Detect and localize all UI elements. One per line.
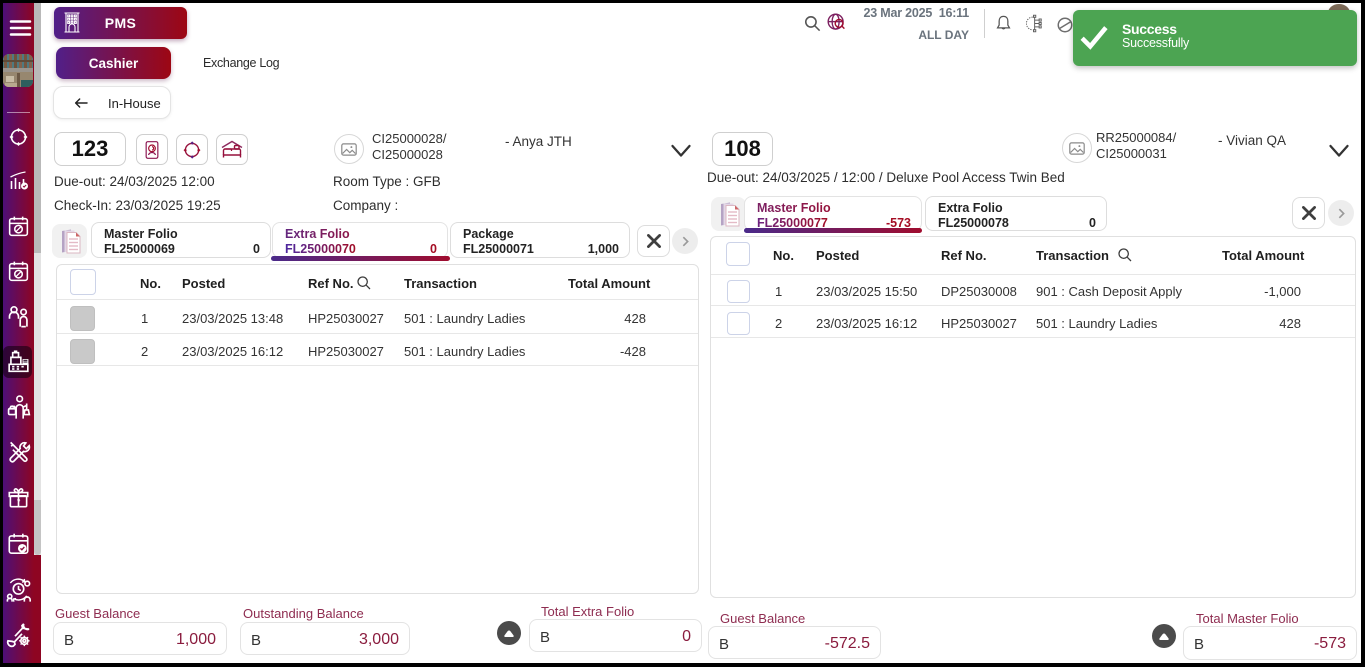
svg-text:?: ? bbox=[17, 498, 21, 505]
